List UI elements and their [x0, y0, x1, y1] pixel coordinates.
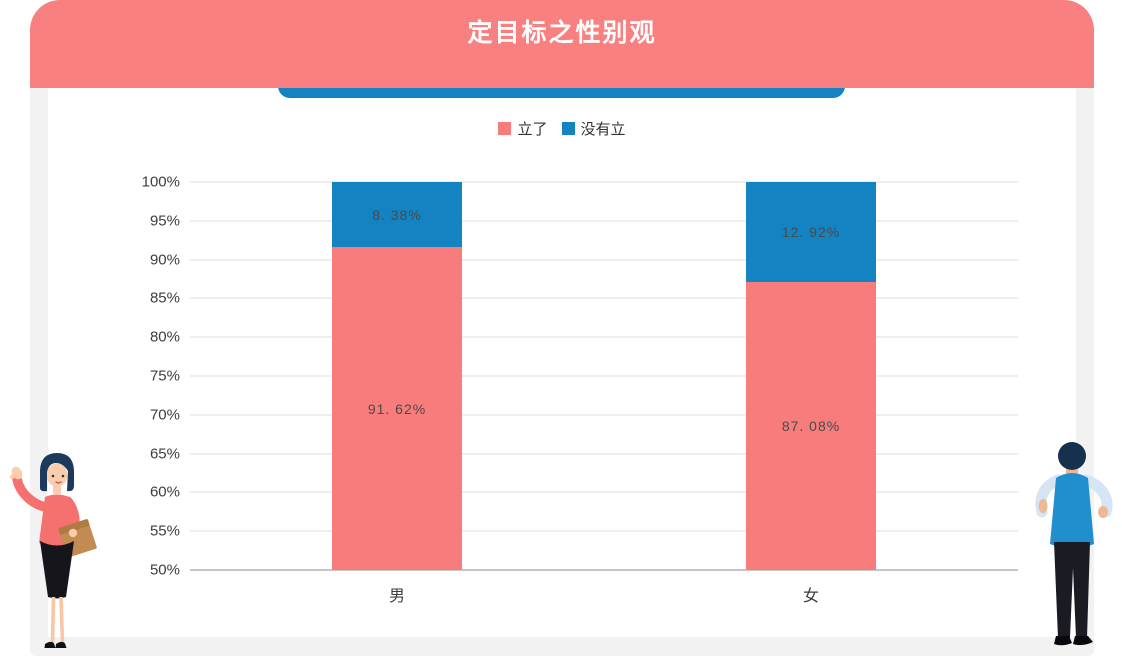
y-tick-label-65: 65%	[149, 445, 180, 463]
gridline-85	[190, 297, 1018, 299]
woman-hand	[11, 466, 23, 480]
man-pants	[1054, 542, 1090, 638]
x-axis-label-女: 女	[802, 588, 819, 605]
y-tick-label-60: 60%	[149, 483, 180, 501]
man-neck	[1066, 466, 1078, 476]
legend-swatch	[498, 122, 512, 135]
gridline-95	[190, 220, 1018, 222]
data-label: 12. 92%	[781, 224, 841, 241]
man-shoe	[1054, 636, 1072, 646]
header-banner: 定目标之性别观	[30, 0, 1094, 88]
woman-neck	[53, 484, 61, 494]
man-head	[1058, 442, 1086, 470]
man-hand	[1098, 506, 1108, 518]
gridline-65	[190, 453, 1018, 455]
man-illustration	[1035, 442, 1113, 646]
woman-skirt	[40, 541, 74, 599]
gridline-75	[190, 375, 1018, 377]
gridline-55	[190, 530, 1018, 532]
y-tick-label-100: 100%	[141, 173, 180, 191]
woman-face	[46, 463, 68, 487]
gridline-70	[190, 414, 1018, 416]
bar-男: 91. 62% 8. 38%	[332, 182, 462, 570]
gridline-90	[190, 259, 1018, 261]
bar-segment-立了: 87. 08%	[746, 282, 876, 570]
woman-shoe	[55, 641, 67, 648]
y-tick-label-75: 75%	[149, 367, 180, 385]
man-vest	[1050, 473, 1094, 549]
gridline-50	[190, 569, 1018, 571]
y-tick-label-55: 55%	[149, 522, 180, 540]
y-tick-label-80: 80%	[149, 328, 180, 346]
legend-swatch	[561, 122, 575, 135]
bar-segment-立了: 91. 62%	[332, 247, 462, 570]
chart-legend: 立了 没有立	[48, 118, 1076, 139]
y-tick-label-70: 70%	[149, 406, 180, 424]
x-axis-label-男: 男	[388, 588, 405, 605]
y-tick-label-90: 90%	[149, 251, 180, 269]
data-label: 91. 62%	[367, 400, 427, 417]
plot-area: 100% 95% 90% 85% 80% 75% 70% 65% 60% 55% 50% 91. 62…	[142, 175, 1018, 605]
legend-item-立了: 立了	[498, 118, 548, 139]
legend-label: 立了	[517, 121, 548, 138]
page-title: 定目标之性别观	[467, 19, 657, 47]
legend-item-没有立: 没有立	[561, 118, 626, 139]
data-label: 8. 38%	[372, 206, 422, 223]
bar-segment-没有立: 8. 38%	[332, 182, 462, 248]
gridline-60	[190, 491, 1018, 493]
data-label: 87. 08%	[781, 418, 841, 435]
gridline-80	[190, 336, 1018, 338]
bar-女: 87. 08% 12. 92%	[746, 182, 876, 570]
y-tick-label-85: 85%	[149, 289, 180, 307]
woman-illustration	[9, 453, 97, 648]
y-tick-label-95: 95%	[149, 212, 180, 230]
man-shoe	[1073, 636, 1093, 646]
gridline-100	[190, 181, 1018, 183]
y-tick-label-50: 50%	[149, 561, 180, 579]
man-hand	[1038, 499, 1048, 513]
legend-label: 没有立	[580, 121, 626, 138]
woman-shoe	[44, 641, 56, 648]
chart-card: 立了 没有立 100% 95% 90% 85% 80% 75% 70% 65% 60% 55% 50%…	[48, 88, 1076, 637]
woman-hair	[40, 453, 74, 492]
bar-segment-没有立: 12. 92%	[746, 182, 876, 283]
